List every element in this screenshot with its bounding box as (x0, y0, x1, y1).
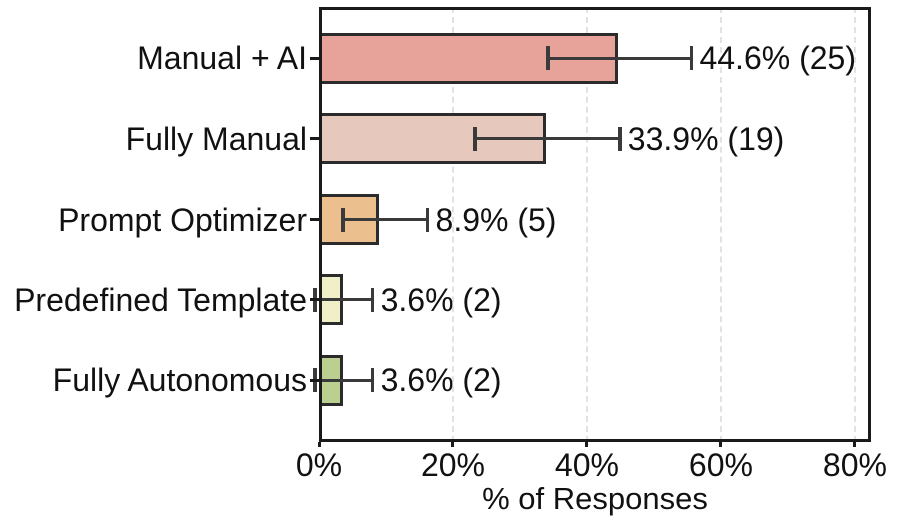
x-tick-label: 60% (688, 447, 753, 483)
error-bar-line (548, 56, 692, 60)
error-bar-cap-high (618, 126, 622, 151)
gridline (853, 7, 856, 442)
y-tick-mark (310, 298, 319, 301)
category-label: Manual + AI (137, 40, 307, 76)
error-bar-line (314, 378, 373, 382)
x-tick-label: 0% (295, 447, 343, 483)
category-label: Fully Manual (125, 120, 307, 157)
x-axis-title: % of Responses (482, 481, 708, 516)
error-bar-cap-high (689, 46, 694, 70)
y-tick-mark (310, 56, 319, 60)
y-tick-mark (310, 137, 319, 140)
error-bar-cap-high (425, 207, 430, 232)
category-label: Fully Autonomous (52, 362, 307, 398)
x-tick-label: 80% (822, 447, 887, 483)
x-tick-mark (719, 442, 723, 447)
error-bar-cap-low (546, 46, 550, 70)
error-bar-line (475, 137, 620, 140)
error-bar-line (314, 298, 373, 301)
category-label: Prompt Optimizer (58, 201, 307, 238)
error-bar-cap-low (341, 207, 345, 232)
x-tick-label: 40% (554, 447, 619, 483)
x-tick-label: 20% (420, 447, 485, 483)
gridline (585, 7, 588, 442)
value-label: 8.9% (5) (435, 201, 557, 238)
error-bar-cap-high (370, 368, 375, 392)
error-bar-cap-low (473, 126, 477, 151)
y-tick-mark (310, 378, 319, 382)
value-label: 3.6% (2) (380, 362, 502, 398)
x-tick-mark (451, 442, 455, 447)
gridline (719, 7, 722, 442)
value-label: 3.6% (2) (380, 281, 502, 318)
gridline (451, 7, 454, 442)
error-bar-line (343, 218, 428, 221)
value-label: 44.6% (25) (699, 40, 856, 76)
value-label: 33.9% (19) (627, 120, 785, 157)
x-tick-mark (317, 442, 321, 447)
error-bar-cap-high (370, 287, 375, 312)
x-tick-mark (853, 442, 857, 447)
x-tick-mark (585, 442, 589, 447)
category-label: Predefined Template (14, 281, 307, 318)
y-tick-mark (310, 218, 319, 221)
plot-area (313, 7, 871, 442)
